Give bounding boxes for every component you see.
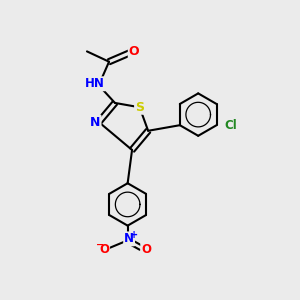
Text: O: O [99,243,109,256]
Text: O: O [141,243,151,256]
Text: N: N [90,116,101,129]
Text: O: O [129,45,140,58]
Text: S: S [135,101,144,114]
Text: N: N [124,232,134,245]
Text: −: − [96,240,104,250]
Text: HN: HN [85,77,105,90]
Text: +: + [130,230,138,240]
Text: Cl: Cl [225,119,238,132]
